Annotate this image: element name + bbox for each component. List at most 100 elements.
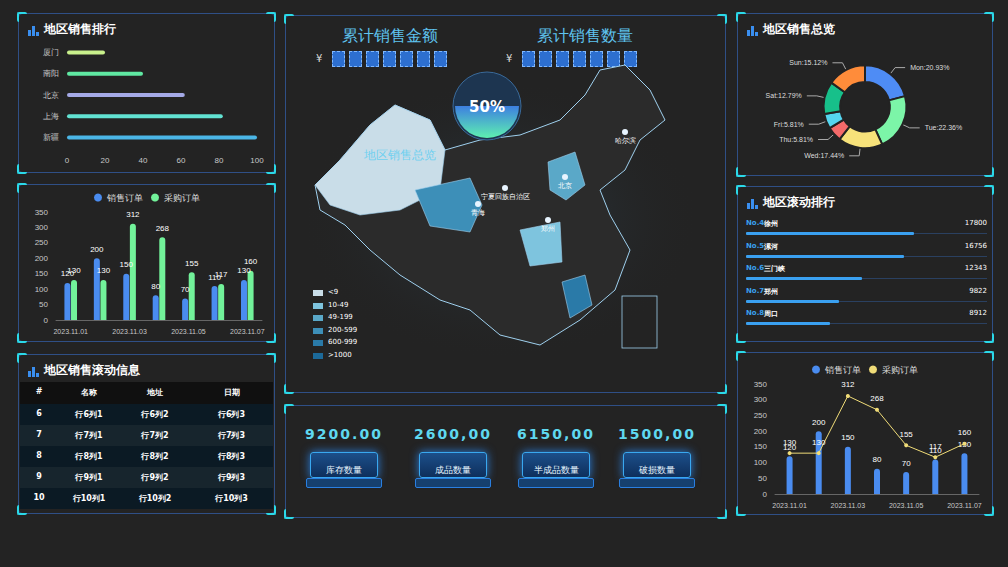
svg-text:销售订单: 销售订单 bbox=[106, 193, 143, 203]
svg-text:Sun:15.12%: Sun:15.12% bbox=[789, 59, 827, 66]
svg-text:20: 20 bbox=[101, 156, 110, 165]
svg-text:300: 300 bbox=[754, 395, 768, 404]
svg-text:300: 300 bbox=[35, 223, 49, 232]
html-text:地区销售排行: 地区销售排行 bbox=[44, 22, 116, 36]
html-text:No.5漯河: No.5漯河 bbox=[746, 241, 778, 251]
svg-text:312: 312 bbox=[126, 210, 140, 219]
html-text:半成品数量: 半成品数量 bbox=[533, 465, 579, 475]
html-text:行6列1: 行6列1 bbox=[75, 410, 103, 419]
svg-text:地区销售总览: 地区销售总览 bbox=[363, 148, 436, 162]
svg-text:郑州: 郑州 bbox=[541, 225, 555, 233]
svg-text:80: 80 bbox=[215, 156, 224, 165]
svg-text:160: 160 bbox=[958, 428, 972, 437]
svg-text:宁夏回族自治区: 宁夏回族自治区 bbox=[481, 193, 530, 201]
svg-text:150: 150 bbox=[120, 260, 134, 269]
html-text:库存数量: 库存数量 bbox=[326, 465, 362, 475]
svg-text:130: 130 bbox=[97, 266, 111, 275]
svg-text:200: 200 bbox=[90, 245, 104, 254]
svg-text:200: 200 bbox=[35, 254, 49, 263]
svg-text:70: 70 bbox=[902, 459, 911, 468]
svg-text:80: 80 bbox=[151, 282, 160, 291]
svg-text:0: 0 bbox=[44, 316, 49, 325]
svg-text:50: 50 bbox=[758, 474, 767, 483]
html-text:累计销售金额: 累计销售金额 bbox=[342, 26, 438, 45]
html-text:累计销售数量: 累计销售数量 bbox=[537, 26, 633, 45]
svg-text:200: 200 bbox=[754, 427, 768, 436]
html-text:地区销售总览: 地区销售总览 bbox=[763, 22, 835, 36]
html-text:9200.00: 9200.00 bbox=[305, 426, 383, 442]
svg-text:2023.11.03: 2023.11.03 bbox=[112, 328, 147, 335]
svg-text:120: 120 bbox=[782, 442, 797, 452]
svg-text:130: 130 bbox=[958, 440, 972, 449]
svg-text:130: 130 bbox=[783, 438, 797, 447]
html-text:破损数量: 破损数量 bbox=[639, 465, 675, 475]
svg-text:100: 100 bbox=[35, 285, 49, 294]
svg-text:采购订单: 采购订单 bbox=[164, 193, 200, 203]
svg-text:117: 117 bbox=[929, 442, 942, 451]
html-text:No.7郑州: No.7郑州 bbox=[746, 286, 778, 296]
svg-text:2023.11.05: 2023.11.05 bbox=[171, 328, 206, 335]
svg-text:155: 155 bbox=[899, 430, 913, 439]
svg-text:268: 268 bbox=[870, 394, 884, 403]
svg-text:哈尔滨: 哈尔滨 bbox=[615, 137, 636, 145]
svg-text:南阳: 南阳 bbox=[43, 69, 59, 78]
svg-text:厦门: 厦门 bbox=[43, 48, 59, 57]
svg-text:130: 130 bbox=[67, 266, 81, 275]
svg-text:350: 350 bbox=[35, 208, 49, 217]
svg-text:新疆: 新疆 bbox=[43, 133, 59, 142]
html-text:1500,00: 1500,00 bbox=[618, 426, 696, 442]
svg-text:150: 150 bbox=[754, 442, 768, 451]
svg-text:117: 117 bbox=[215, 270, 228, 279]
svg-text:100: 100 bbox=[250, 156, 264, 165]
html-text:2600,00: 2600,00 bbox=[414, 426, 492, 442]
svg-text:Sat:12.79%: Sat:12.79% bbox=[766, 92, 802, 99]
html-text:地址: 地址 bbox=[147, 388, 163, 397]
svg-text:350: 350 bbox=[754, 380, 768, 389]
html-text:名称: 名称 bbox=[81, 388, 97, 397]
html-text:地区滚动排行: 地区滚动排行 bbox=[763, 195, 835, 209]
html-text:6150,00: 6150,00 bbox=[517, 426, 595, 442]
svg-text:北京: 北京 bbox=[43, 91, 59, 100]
html-text:日期: 日期 bbox=[223, 388, 240, 397]
svg-text:2023.11.05: 2023.11.05 bbox=[889, 502, 924, 509]
svg-text:Tue:22.36%: Tue:22.36% bbox=[925, 124, 963, 131]
html-text:地区销售滚动信息: 地区销售滚动信息 bbox=[44, 363, 140, 377]
svg-text:130: 130 bbox=[237, 266, 251, 275]
svg-text:150: 150 bbox=[35, 269, 49, 278]
svg-text:Thu:5.81%: Thu:5.81% bbox=[779, 136, 813, 143]
svg-text:2023.11.07: 2023.11.07 bbox=[230, 328, 265, 335]
html-text:成品数量: 成品数量 bbox=[435, 465, 471, 475]
svg-text:Wed:17.44%: Wed:17.44% bbox=[804, 152, 844, 159]
svg-text:2023.11.01: 2023.11.01 bbox=[53, 328, 88, 335]
svg-text:采购订单: 采购订单 bbox=[882, 365, 918, 375]
svg-text:130: 130 bbox=[812, 438, 826, 447]
svg-text:2023.11.01: 2023.11.01 bbox=[772, 502, 807, 509]
svg-text:160: 160 bbox=[244, 257, 258, 266]
svg-text:50%: 50% bbox=[469, 98, 505, 116]
svg-text:Fri:5.81%: Fri:5.81% bbox=[774, 121, 804, 128]
svg-text:上海: 上海 bbox=[43, 112, 59, 121]
svg-text:0: 0 bbox=[65, 156, 70, 165]
svg-text:销售订单: 销售订单 bbox=[824, 365, 861, 375]
svg-text:2023.11.07: 2023.11.07 bbox=[947, 502, 982, 509]
svg-text:200: 200 bbox=[812, 418, 826, 427]
svg-text:250: 250 bbox=[35, 238, 49, 247]
svg-text:60: 60 bbox=[177, 156, 186, 165]
svg-text:70: 70 bbox=[181, 285, 190, 294]
svg-text:150: 150 bbox=[841, 433, 855, 442]
html-text:行6列2: 行6列2 bbox=[141, 410, 169, 419]
html-text:行6列3: 行6列3 bbox=[217, 410, 246, 419]
svg-text:268: 268 bbox=[156, 224, 170, 233]
svg-text:北京: 北京 bbox=[558, 182, 572, 190]
svg-text:50: 50 bbox=[39, 300, 48, 309]
svg-text:80: 80 bbox=[873, 455, 882, 464]
svg-text:2023.11.03: 2023.11.03 bbox=[831, 502, 866, 509]
svg-text:100: 100 bbox=[754, 458, 768, 467]
svg-text:0: 0 bbox=[763, 490, 768, 499]
svg-text:155: 155 bbox=[185, 259, 199, 268]
svg-text:312: 312 bbox=[841, 380, 855, 389]
svg-text:青海: 青海 bbox=[471, 209, 485, 217]
svg-text:40: 40 bbox=[139, 156, 148, 165]
svg-text:Mon:20.93%: Mon:20.93% bbox=[910, 64, 949, 71]
svg-text:250: 250 bbox=[754, 411, 768, 420]
